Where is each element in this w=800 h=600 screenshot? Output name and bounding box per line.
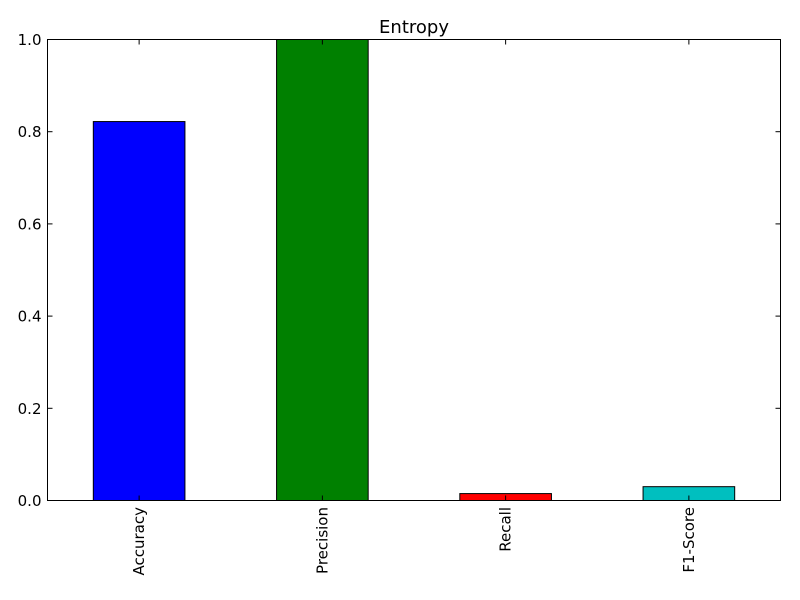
plot-frame <box>47 39 781 501</box>
y-tick-label: 0.2 <box>18 400 42 418</box>
ticks-group: Accuracy Precision Recall F1-Score 0.0 0.2 0.4… <box>18 31 781 575</box>
y-tick-label: 0.4 <box>18 308 42 326</box>
y-tick-label: 0.8 <box>18 123 42 141</box>
bars-group <box>92 39 736 502</box>
bar-precision <box>276 39 369 501</box>
x-tick-label: Recall <box>497 507 515 552</box>
y-tick-label: 1.0 <box>18 31 42 49</box>
x-tick-label: F1-Score <box>680 507 698 573</box>
y-tick-label: 0.6 <box>18 215 42 233</box>
x-tick-label: Accuracy <box>130 507 148 576</box>
chart-title: Entropy <box>379 17 449 38</box>
x-tick-label: Precision <box>313 507 331 574</box>
bar-accuracy <box>92 121 186 501</box>
y-tick-label: 0.0 <box>18 492 42 510</box>
